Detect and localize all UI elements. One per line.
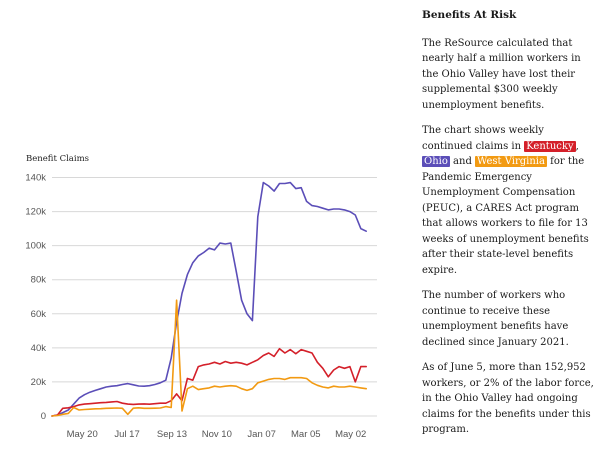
x-tick-label: May 02 [335,429,366,440]
legend-tag-kentucky: Kentucky [524,140,576,152]
series-line-ohio [51,181,367,417]
y-tick-label: 40k [31,343,47,354]
p2-sep-2: and [449,156,476,167]
y-tick-label: 0 [41,411,46,422]
y-tick-label: 20k [31,377,47,388]
x-axis-ticks: May 20 Jul 17 Sep 13 Nov 10 Jan 07 Mar 05 May … [67,429,367,440]
x-tick-label: Mar 05 [291,429,321,440]
series-lines [51,181,367,417]
p2-text-after: for the Pandemic Emergency Unemployment … [422,156,589,276]
y-tick-label: 120k [25,207,46,218]
sidebar-paragraph-4: As of June 5, more than 152,952 workers,… [422,362,594,435]
y-tick-label: 60k [31,309,47,320]
series-line-west-virginia [51,299,367,417]
x-tick-label: May 20 [67,429,98,440]
x-tick-label: Sep 13 [157,429,187,440]
legend-tag-ohio: Ohio [422,156,450,167]
x-tick-label: Jan 07 [247,429,276,440]
gridlines [52,177,377,417]
chart-area: Benefit Claims 0 20k 40k 60k 80k 100k 120k 140k… [25,154,377,440]
y-tick-label: 140k [25,173,46,184]
sidebar-text: Benefits At Risk The ReSource calculated… [422,8,594,448]
x-tick-label: Nov 10 [202,429,232,440]
sidebar-paragraph-2: The chart shows weekly continued claims … [422,123,594,278]
x-tick-label: Jul 17 [114,429,139,440]
y-tick-label: 80k [31,275,47,286]
sidebar-paragraph-3: The number of workers who continue to re… [422,290,569,348]
p2-sep-1: , [575,140,579,152]
line-chart: Benefit Claims 0 20k 40k 60k 80k 100k 120k 140k… [25,154,377,440]
p2-text-before: The chart shows weekly continued claims … [422,125,544,152]
sidebar-title: Benefits At Risk [422,9,517,21]
y-axis-title: Benefit Claims [26,154,89,164]
y-axis-ticks: 0 20k 40k 60k 80k 100k 120k 140k [25,173,46,422]
y-tick-label: 100k [25,241,46,252]
legend-tag-west-virginia: West Virginia [475,156,547,167]
sidebar-paragraph-1: The ReSource calculated that nearly half… [422,37,581,111]
series-line-kentucky [51,347,367,417]
